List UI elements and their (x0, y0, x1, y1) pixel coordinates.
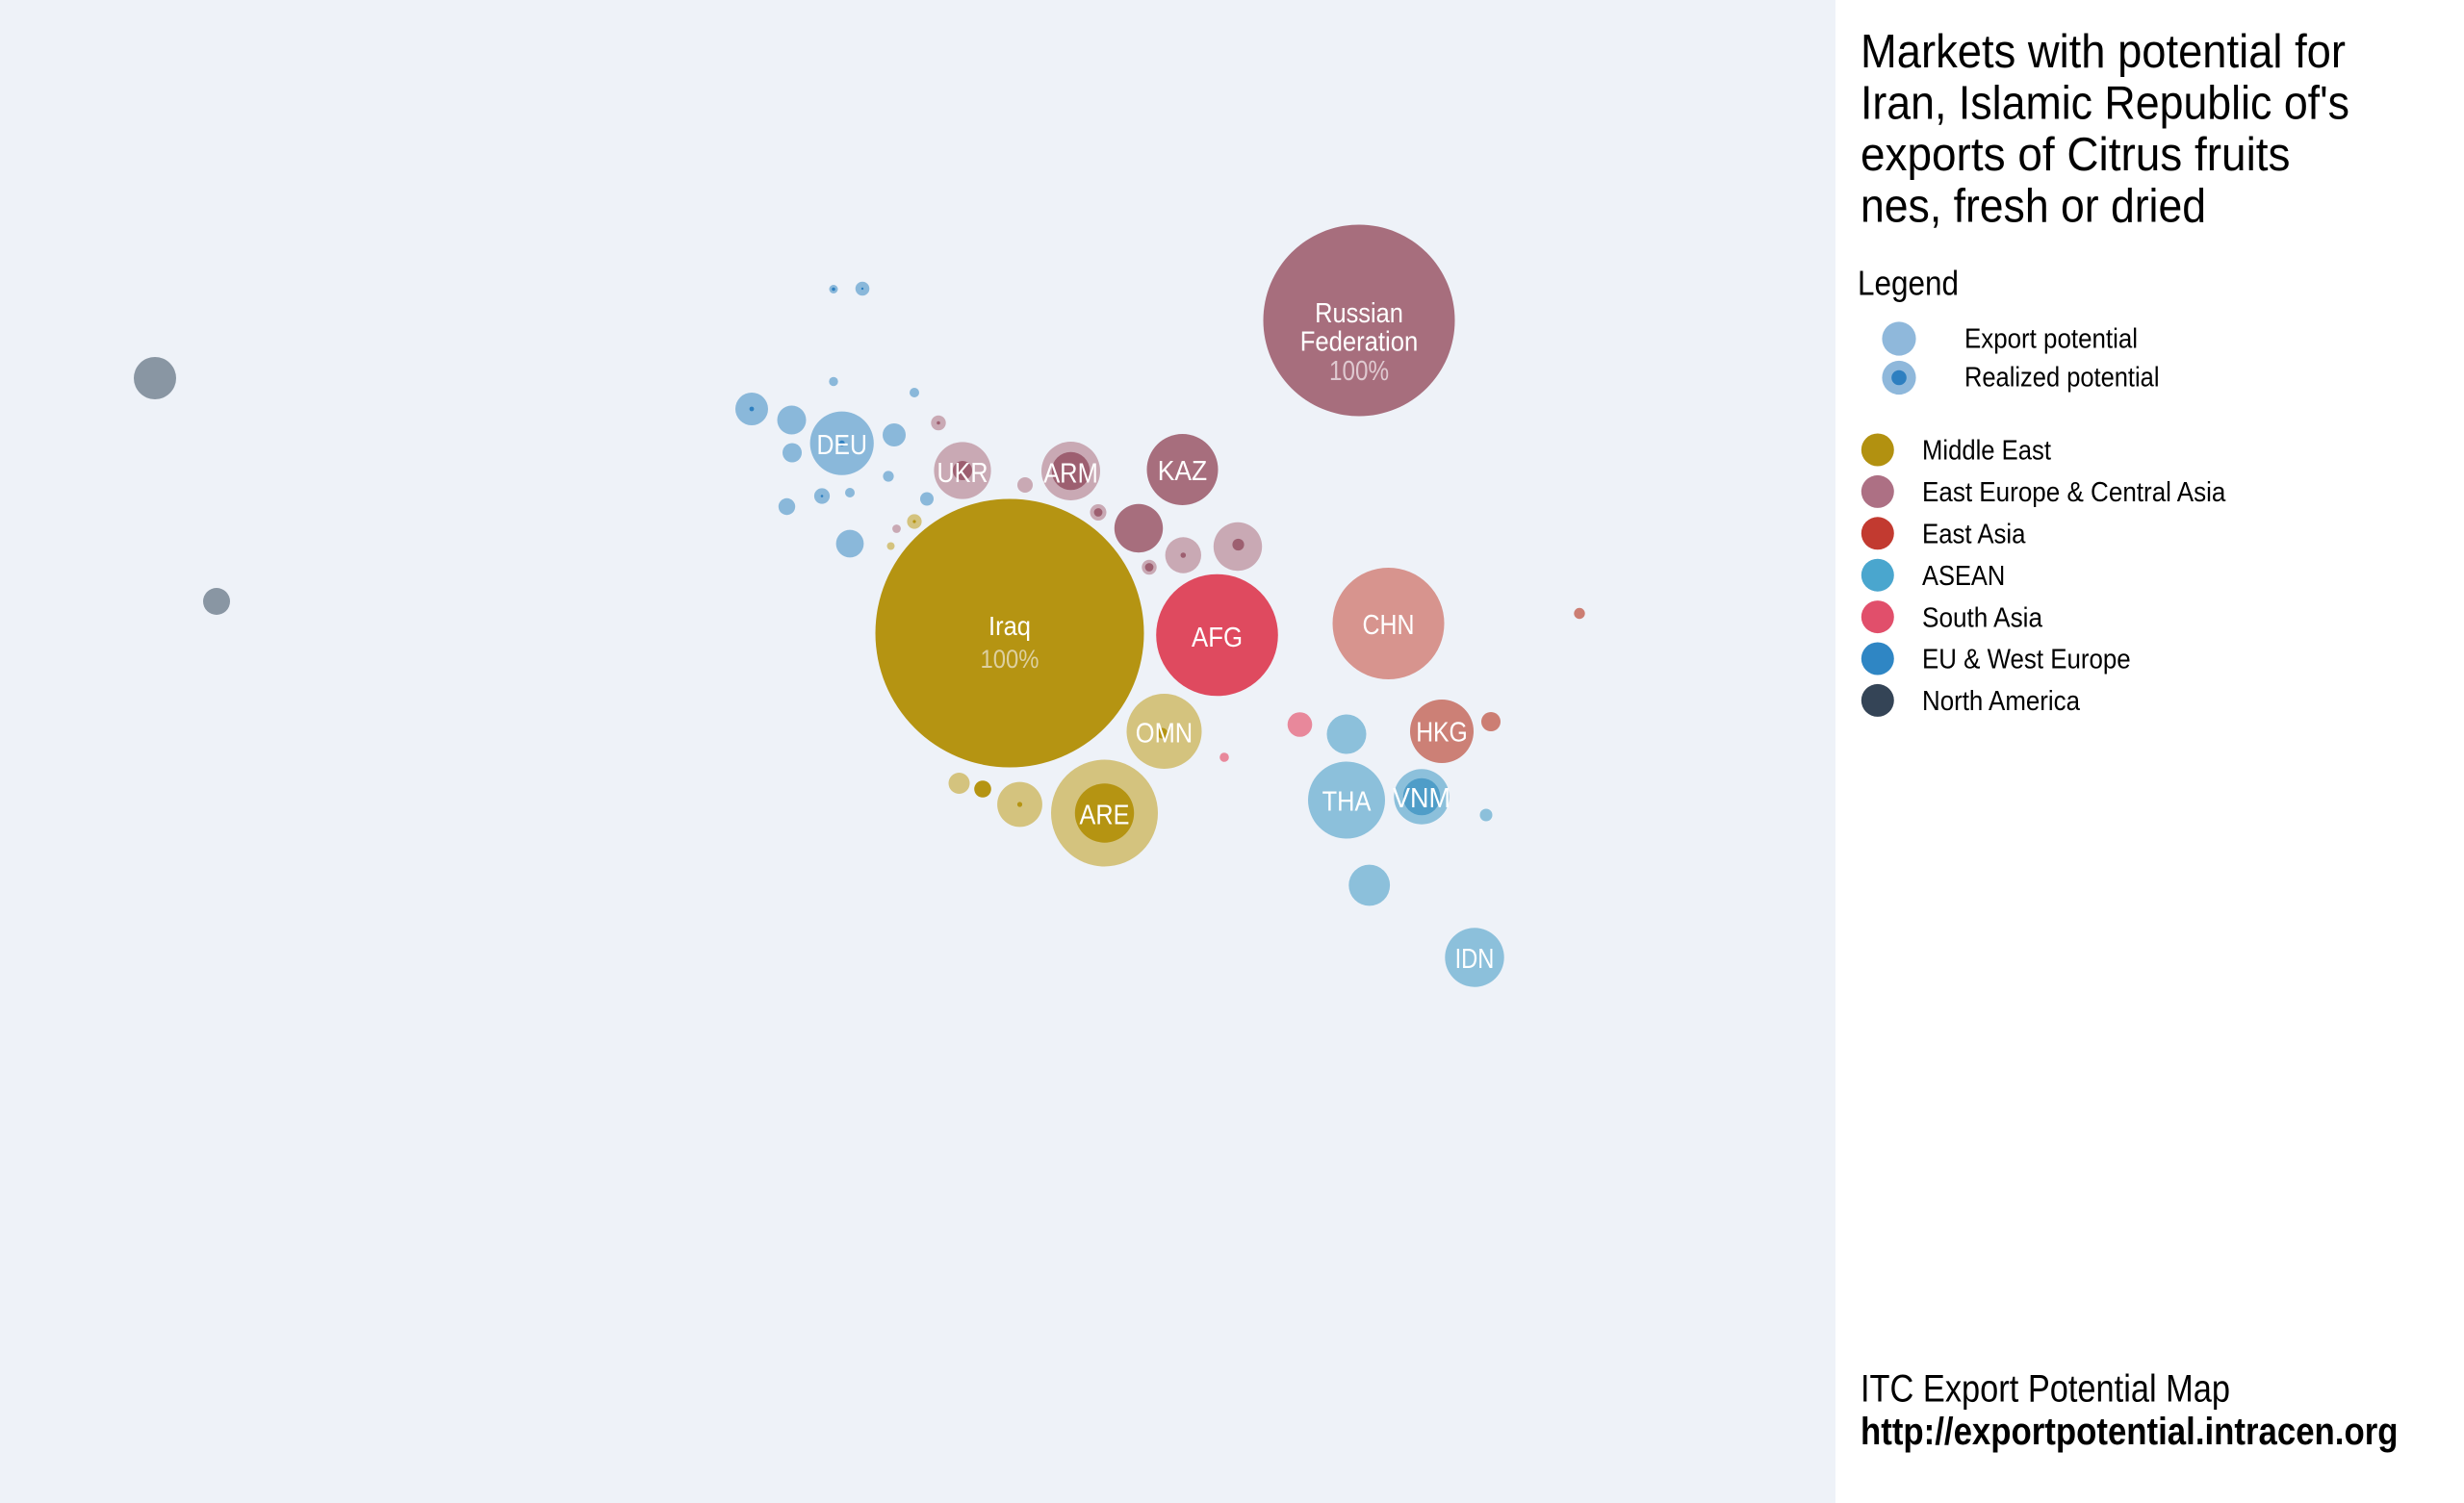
svg-text:CHN: CHN (1363, 610, 1415, 641)
svg-text:Iran, Islamic Republic of's: Iran, Islamic Republic of's (1861, 78, 2349, 130)
svg-text:100%: 100% (1329, 356, 1389, 387)
svg-text:Iraq: Iraq (988, 611, 1031, 641)
svg-text:100%: 100% (981, 645, 1040, 674)
svg-text:ASEAN: ASEAN (1922, 561, 2005, 592)
svg-text:North America: North America (1922, 686, 2081, 717)
svg-text:EU & West Europe: EU & West Europe (1922, 645, 2131, 675)
svg-text:IDN: IDN (1455, 944, 1495, 975)
svg-text:Middle East: Middle East (1922, 436, 2051, 467)
svg-text:VNM: VNM (1393, 783, 1450, 814)
svg-text:http://exportpotential.intrace: http://exportpotential.intracen.org (1861, 1411, 2399, 1453)
svg-text:AFG: AFG (1192, 623, 1243, 653)
svg-text:Legend: Legend (1858, 264, 1959, 303)
svg-text:ITC Export Potential Map: ITC Export Potential Map (1861, 1368, 2230, 1411)
svg-text:ARM: ARM (1043, 459, 1098, 490)
svg-text:East Europe & Central Asia: East Europe & Central Asia (1922, 477, 2226, 508)
svg-text:nes, fresh or dried: nes, fresh or dried (1861, 181, 2206, 233)
svg-text:Federation: Federation (1300, 327, 1419, 358)
svg-text:OMN: OMN (1136, 719, 1193, 750)
svg-text:Markets with potential for: Markets with potential for (1861, 26, 2346, 78)
svg-text:DEU: DEU (817, 430, 867, 461)
svg-text:exports of Citrus fruits: exports of Citrus fruits (1861, 129, 2291, 181)
svg-text:THA: THA (1322, 787, 1372, 818)
svg-text:South Asia: South Asia (1922, 602, 2043, 633)
svg-text:Export potential: Export potential (1964, 324, 2138, 355)
svg-text:East Asia: East Asia (1922, 520, 2026, 550)
svg-text:UKR: UKR (937, 458, 988, 489)
svg-text:HKG: HKG (1416, 718, 1468, 749)
svg-text:Realized potential: Realized potential (1964, 363, 2160, 394)
svg-text:KAZ: KAZ (1158, 456, 1207, 487)
svg-text:Russian: Russian (1315, 298, 1403, 329)
svg-text:ARE: ARE (1080, 801, 1130, 831)
